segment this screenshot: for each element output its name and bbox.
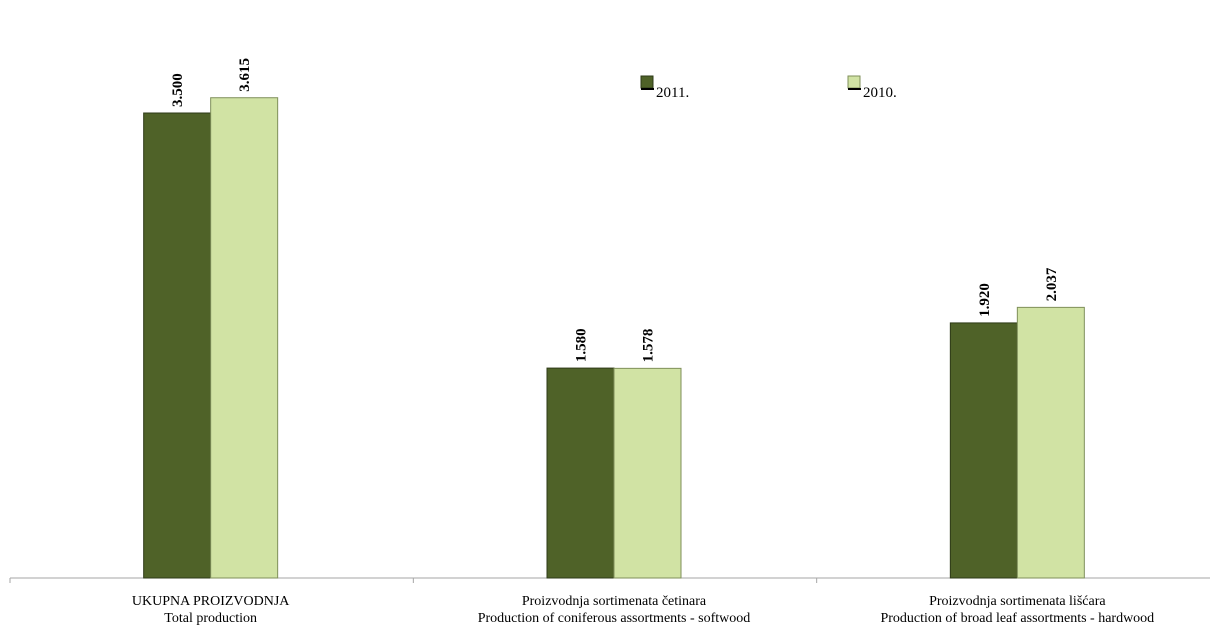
x-tick-label: Proizvodnja sortimenata lišćara	[929, 594, 1106, 609]
legend-swatch	[640, 75, 654, 89]
bar-2010-2	[1016, 306, 1085, 579]
x-tick-label: Production of coniferous assortments - s…	[478, 611, 751, 626]
data-label: 3.615	[237, 58, 253, 92]
legend-label: 2010.	[863, 85, 897, 101]
data-label: 1.580	[574, 328, 590, 362]
data-label: 2.037	[1044, 267, 1060, 301]
data-label: 3.500	[170, 73, 186, 107]
bar-2011-2	[949, 322, 1018, 579]
x-tick-label: UKUPNA PROIZVODNJA	[132, 594, 290, 609]
data-label: 1.578	[641, 329, 657, 363]
bar-2010-1	[613, 367, 682, 579]
x-tick-label: Total production	[164, 611, 257, 626]
data-label: 1.920	[977, 283, 993, 317]
bar-2010-0	[210, 97, 279, 579]
bar-2011-0	[143, 112, 212, 579]
legend-swatch	[847, 75, 861, 89]
bar-2011-1	[546, 367, 615, 579]
x-tick-label: Production of broad leaf assortments - h…	[880, 611, 1154, 626]
x-tick-label: Proizvodnja sortimenata četinara	[522, 594, 707, 609]
legend-label: 2011.	[656, 85, 689, 101]
